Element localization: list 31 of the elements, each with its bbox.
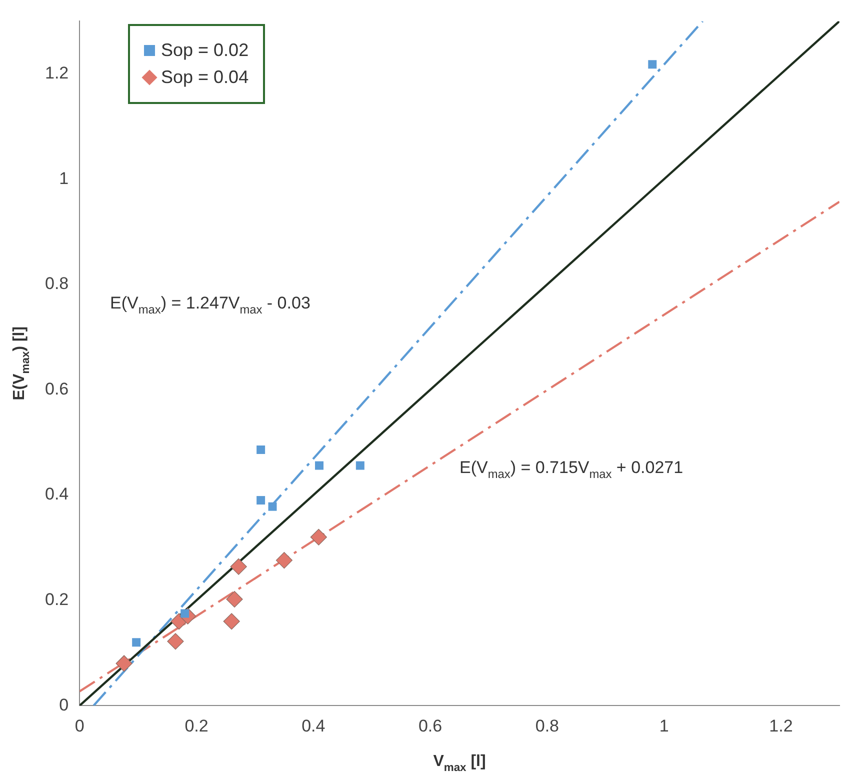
y-tick-label: 0.4 [44,484,69,504]
x-tick-label: 0.4 [302,716,326,736]
y-tick-label: 0 [59,695,69,714]
point [276,552,292,569]
point [315,461,324,470]
y-axis-title: E(Vmax) [l] [11,326,32,400]
point [256,445,266,454]
point [356,461,364,470]
y-tick-label: 1.2 [44,64,69,83]
point [256,496,266,505]
point [116,655,132,672]
y-tick-label: 1 [59,168,69,188]
y-tick-label: 0.2 [44,590,69,609]
x-tick-label: 1 [659,716,669,736]
point [268,502,277,511]
x-tick-label: 0 [74,716,84,736]
point [167,633,184,650]
x-tick-label: 0.8 [535,716,559,736]
point [226,590,243,608]
x-tick-label: 1.2 [769,716,793,736]
x-tick-label: 0.6 [418,716,442,736]
legend-label: Sop = 0.02 [161,40,249,61]
legend-label: Sop = 0.04 [161,67,249,88]
y-tick-label: 0.6 [44,379,69,398]
x-tick-label: 0.2 [184,716,208,736]
point [132,638,141,647]
point [310,528,327,546]
point [648,60,657,69]
point [230,558,247,575]
y-tick-label: 0.8 [44,274,69,294]
point [223,613,240,630]
